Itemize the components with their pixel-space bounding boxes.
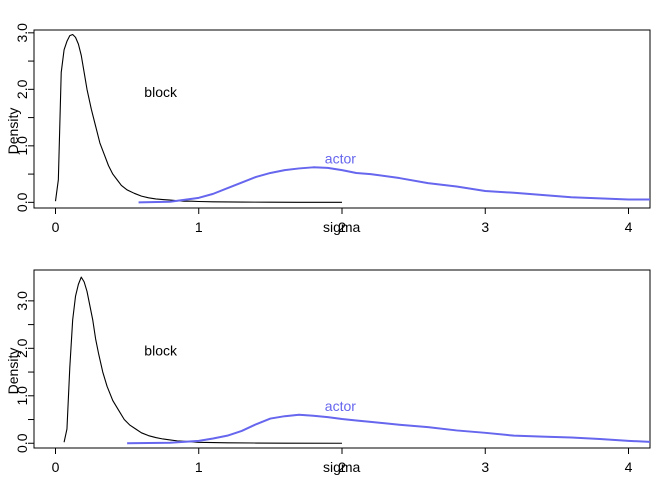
y-tick-label: 0.0: [14, 433, 30, 453]
x-axis-title: sigma: [323, 459, 361, 475]
x-tick-label: 3: [481, 459, 489, 475]
x-tick-label: 1: [195, 219, 203, 235]
x-tick-label: 4: [625, 459, 633, 475]
y-tick-label: 3.0: [14, 291, 30, 311]
y-axis-title: Density: [5, 108, 21, 155]
x-tick-label: 4: [625, 219, 633, 235]
series-line-actor: [138, 166, 650, 204]
x-tick-label: 2: [338, 459, 346, 475]
y-tick-label: 0.0: [14, 192, 30, 212]
y-tick-label: 2.0: [14, 79, 30, 99]
x-tick-label: 0: [52, 459, 60, 475]
x-tick-label: 3: [481, 219, 489, 235]
y-axis-title: Density: [5, 348, 21, 395]
x-axis-title: sigma: [323, 219, 361, 235]
annotation-block: block: [144, 343, 178, 359]
annotation-actor: actor: [325, 150, 356, 166]
y-tick-label: 1.0: [14, 386, 30, 406]
y-tick-label: 1.0: [14, 136, 30, 156]
chart-panel-1: 0 1 2 3 4 0.0 1.0 2.0 3.0 sigma Density block actor: [5, 23, 651, 235]
plot-frame: [33, 29, 651, 209]
annotation-actor: actor: [325, 398, 356, 414]
x-tick-label: 2: [338, 219, 346, 235]
y-tick-label: 3.0: [14, 23, 30, 43]
series-line-actor: [127, 413, 650, 445]
x-tick-label: 0: [52, 219, 60, 235]
y-tick-label: 2.0: [14, 338, 30, 358]
x-tick-label: 1: [195, 459, 203, 475]
series-line-block: [63, 276, 343, 444]
annotation-block: block: [144, 84, 178, 100]
series-line-block: [54, 33, 343, 203]
chart-panel-2: 0 1 2 3 4 0.0 1.0 2.0 3.0 sigma Density block actor: [5, 269, 651, 475]
